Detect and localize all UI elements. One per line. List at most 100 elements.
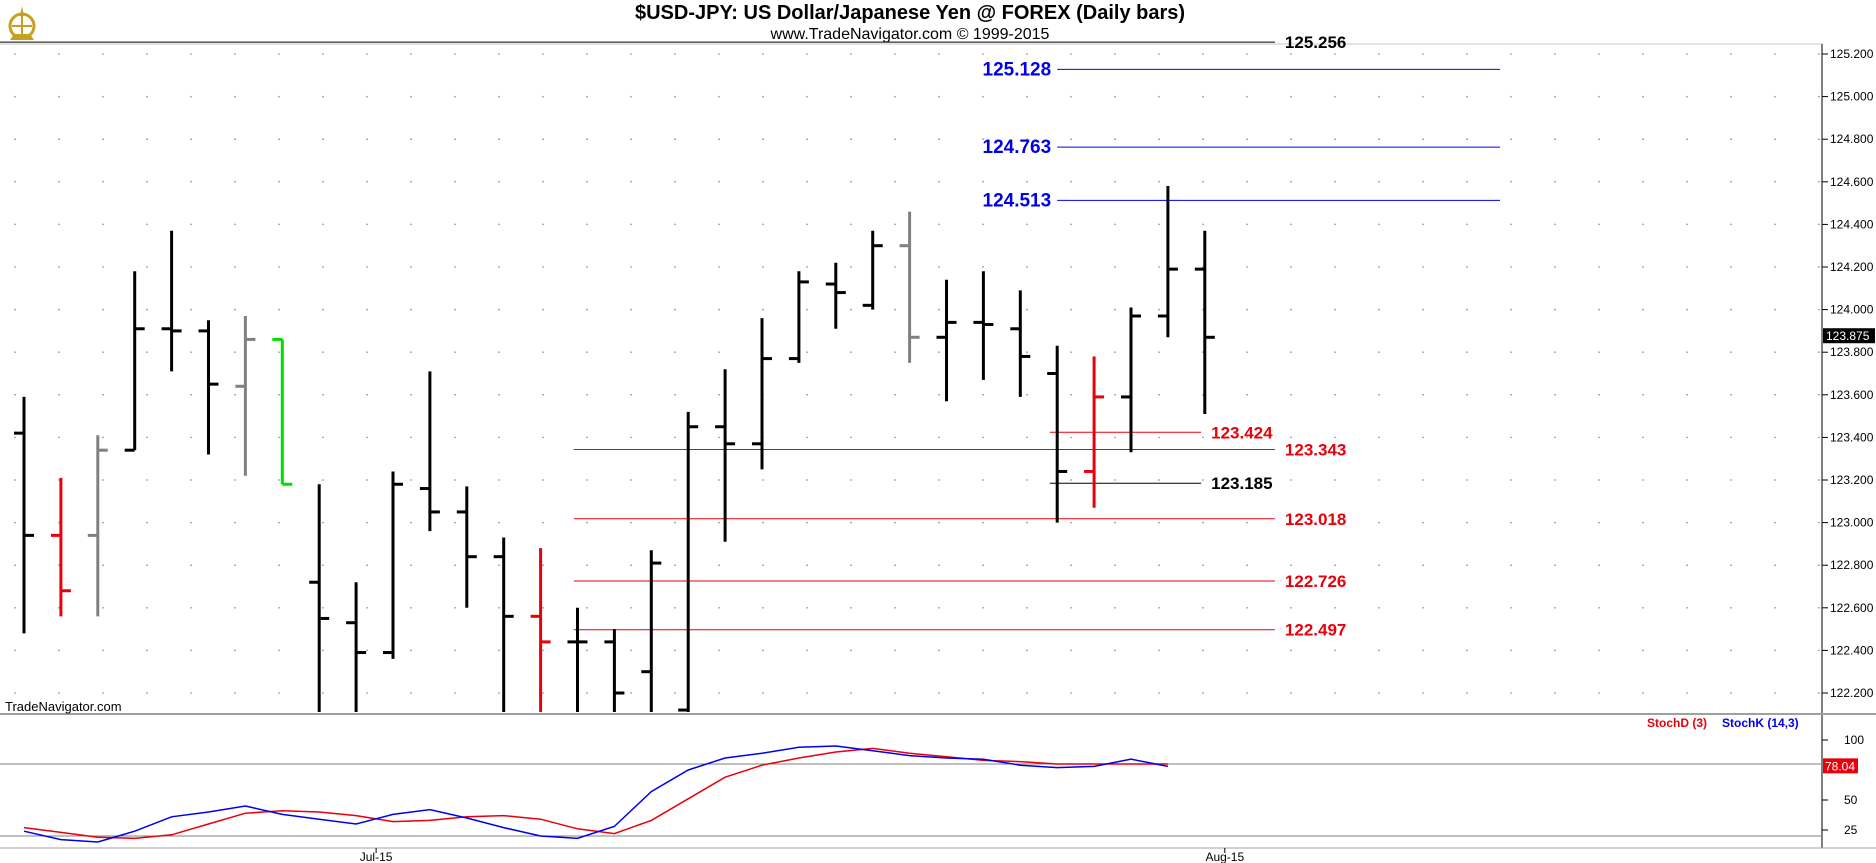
grid-dot	[542, 436, 544, 439]
grid-dot	[1642, 692, 1644, 694]
grid-dot	[938, 266, 940, 268]
grid-dot	[1026, 436, 1028, 439]
grid-dot	[14, 351, 16, 354]
grid-dot	[58, 351, 60, 354]
grid-dot	[1466, 351, 1468, 354]
grid-dot	[762, 308, 764, 311]
price-tick-label: 122.800	[1830, 558, 1874, 572]
grid-dot	[1026, 223, 1028, 226]
grid-dot	[1818, 308, 1820, 311]
grid-dot	[1466, 95, 1468, 98]
grid-dot	[762, 606, 764, 609]
grid-dot	[1730, 223, 1732, 226]
grid-dot	[1070, 393, 1072, 396]
grid-dot	[322, 95, 324, 98]
grid-dot	[1730, 180, 1732, 183]
grid-dot	[234, 436, 236, 439]
grid-dot	[1290, 692, 1292, 694]
grid-dot	[366, 138, 368, 141]
grid-dot	[146, 692, 148, 694]
grid-dot	[1466, 606, 1468, 609]
grid-dot	[894, 606, 896, 609]
grid-dot	[586, 521, 588, 524]
grid-dot	[1730, 436, 1732, 439]
grid-dot	[14, 308, 16, 311]
grid-dot	[1070, 266, 1072, 268]
grid-dot	[1598, 649, 1600, 652]
level-label-122.497: 122.497	[1285, 621, 1346, 640]
grid-dot	[1510, 649, 1512, 652]
grid-dot	[234, 479, 236, 481]
grid-dot	[850, 521, 852, 524]
grid-dot	[1774, 180, 1776, 183]
grid-dot	[1290, 138, 1292, 141]
time-tick-label: Aug-15	[1205, 850, 1244, 863]
grid-dot	[674, 564, 676, 567]
grid-dot	[1378, 393, 1380, 396]
grid-dot	[1422, 351, 1424, 354]
grid-dot	[718, 649, 720, 652]
grid-dot	[1422, 564, 1424, 567]
level-label-123.018: 123.018	[1285, 510, 1346, 529]
grid-dot	[146, 180, 148, 183]
grid-dot	[1422, 393, 1424, 396]
stochastic-axis: 100 50 25 78.04	[1822, 733, 1864, 837]
grid-dot	[366, 393, 368, 396]
grid-dot	[1202, 53, 1204, 55]
grid-dot	[1070, 95, 1072, 98]
grid-dot	[718, 436, 720, 439]
grid-dot	[1554, 436, 1556, 439]
grid-dot	[1070, 223, 1072, 226]
grid-dot	[190, 606, 192, 609]
grid-dot	[234, 138, 236, 141]
grid-dot	[234, 649, 236, 652]
grid-dot	[410, 351, 412, 354]
grid-dot	[1158, 180, 1160, 183]
level-label-123.185: 123.185	[1211, 474, 1272, 493]
grid-dot	[14, 649, 16, 652]
grid-dot	[410, 308, 412, 311]
grid-dot	[234, 308, 236, 311]
grid-dot	[278, 436, 280, 439]
stoch-line-StochK (14,3)	[23, 745, 1169, 843]
grid-dot	[1202, 649, 1204, 652]
grid-dot	[1730, 649, 1732, 652]
grid-dot	[410, 138, 412, 141]
stoch-last-box	[1823, 758, 1858, 774]
price-tick-label: 124.400	[1830, 217, 1874, 231]
grid-dot	[1774, 53, 1776, 55]
grid-dot	[1378, 138, 1380, 141]
grid-dot	[1378, 649, 1380, 652]
grid-dot	[586, 606, 588, 609]
grid-dot	[1642, 266, 1644, 268]
grid-dot	[278, 649, 280, 652]
grid-dot	[1510, 479, 1512, 481]
grid-dot	[1466, 521, 1468, 524]
grid-dot	[1554, 308, 1556, 311]
grid-dot	[1774, 223, 1776, 226]
grid-dot	[278, 393, 280, 396]
grid-dot	[498, 521, 500, 524]
grid-dot	[1290, 308, 1292, 311]
grid-dot	[938, 53, 940, 55]
grid-dot	[718, 95, 720, 98]
grid-dot	[234, 692, 236, 694]
grid-dot	[806, 649, 808, 652]
grid-dot	[190, 53, 192, 55]
grid-dot	[102, 521, 104, 524]
grid-dot	[1554, 180, 1556, 183]
grid-dot	[1554, 649, 1556, 652]
grid-dot	[542, 649, 544, 652]
grid-dot	[498, 138, 500, 141]
grid-dot	[894, 521, 896, 524]
grid-dot	[498, 266, 500, 268]
grid-dot	[1510, 266, 1512, 268]
grid-dot	[1730, 351, 1732, 354]
grid-dot	[718, 521, 720, 524]
grid-dot	[278, 308, 280, 311]
grid-dot	[58, 180, 60, 183]
grid-dot	[674, 436, 676, 439]
grid-dot	[1158, 351, 1160, 354]
grid-dot	[58, 436, 60, 439]
grid-dot	[1598, 95, 1600, 98]
